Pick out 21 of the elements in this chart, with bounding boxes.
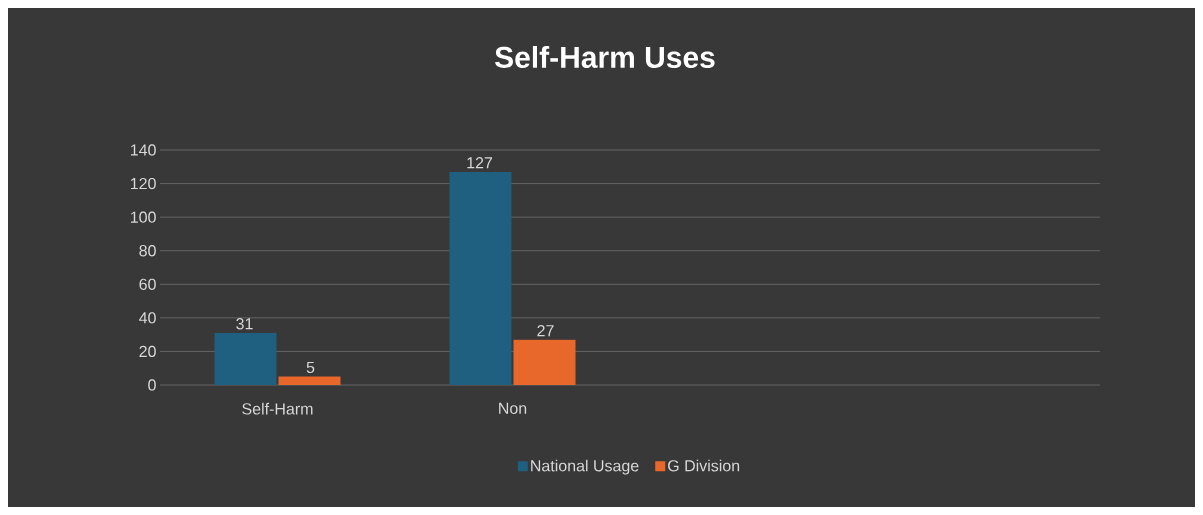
y-tick-label: 120 bbox=[131, 177, 156, 190]
y-tick-label: 80 bbox=[139, 245, 156, 257]
x-tick-label: Non bbox=[499, 402, 527, 414]
data-label: 31 bbox=[236, 318, 253, 330]
data-label: 127 bbox=[467, 157, 493, 169]
bar bbox=[513, 339, 576, 385]
bar bbox=[214, 332, 277, 385]
y-tick-label: 40 bbox=[139, 312, 156, 324]
data-label: 27 bbox=[537, 324, 554, 337]
legend-label: G Division bbox=[668, 459, 740, 472]
chart-title: Self-Harm Uses bbox=[494, 45, 715, 69]
bar bbox=[278, 376, 341, 385]
y-tick-label: 60 bbox=[139, 278, 156, 290]
y-tick-label: 140 bbox=[131, 144, 156, 156]
data-label: 5 bbox=[306, 361, 315, 374]
legend-label: National Usage bbox=[531, 459, 639, 475]
bar bbox=[449, 171, 512, 385]
x-tick-label: Self-Harm bbox=[242, 402, 313, 415]
y-tick-label: 0 bbox=[148, 379, 156, 391]
y-tick-label: 20 bbox=[139, 345, 156, 358]
y-tick-label: 100 bbox=[131, 211, 156, 223]
